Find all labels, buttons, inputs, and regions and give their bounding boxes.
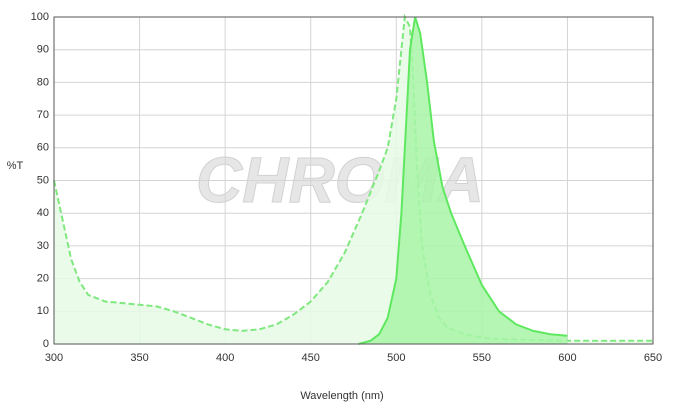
x-tick-label: 350 xyxy=(130,352,148,364)
x-tick-label: 550 xyxy=(473,352,491,364)
y-tick-label: 70 xyxy=(37,109,49,121)
y-tick-label: 0 xyxy=(43,338,49,350)
x-tick-label: 450 xyxy=(302,352,320,364)
x-axis-label: Wavelength (nm) xyxy=(300,390,383,402)
y-tick-label: 90 xyxy=(37,44,49,56)
x-tick-label: 300 xyxy=(45,352,63,364)
x-tick-label: 500 xyxy=(387,352,405,364)
x-tick-label: 650 xyxy=(644,352,662,364)
y-tick-label: 50 xyxy=(37,174,49,186)
y-tick-label: 60 xyxy=(37,142,49,154)
area-fill xyxy=(358,17,568,344)
y-tick-label: 30 xyxy=(37,240,49,252)
x-tick-label: 400 xyxy=(216,352,234,364)
y-tick-label: 100 xyxy=(31,11,49,23)
y-tick-label: 80 xyxy=(37,76,49,88)
y-tick-label: 10 xyxy=(37,305,49,317)
plot-frame xyxy=(53,16,654,345)
series-line xyxy=(53,13,653,342)
y-axis-label: %T xyxy=(7,160,24,172)
series-line xyxy=(358,16,568,345)
x-tick-label: 600 xyxy=(558,352,576,364)
area-fill xyxy=(54,17,653,344)
y-tick-label: 20 xyxy=(37,273,49,285)
y-tick-label: 40 xyxy=(37,207,49,219)
